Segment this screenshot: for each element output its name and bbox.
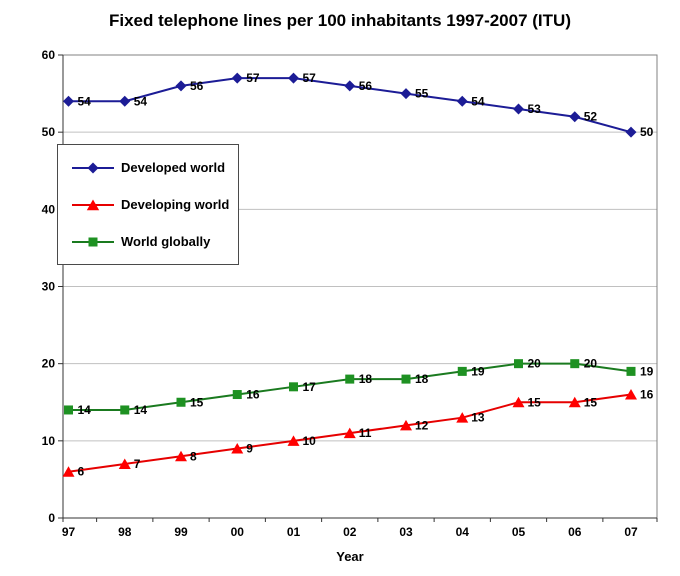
data-point-marker bbox=[514, 359, 523, 369]
x-tick-label: 06 bbox=[568, 525, 582, 539]
x-tick-label: 05 bbox=[512, 525, 526, 539]
y-tick-label: 50 bbox=[42, 125, 56, 139]
data-point-marker bbox=[62, 466, 75, 477]
legend-label: World globally bbox=[121, 234, 211, 249]
data-point-label: 19 bbox=[471, 364, 485, 378]
data-point-label: 10 bbox=[303, 434, 317, 448]
data-point-marker bbox=[344, 80, 356, 92]
data-point-label: 17 bbox=[303, 380, 317, 394]
legend-label: Developing world bbox=[121, 197, 230, 212]
data-point-label: 54 bbox=[471, 94, 485, 108]
x-tick-label: 04 bbox=[456, 525, 470, 539]
data-point-label: 9 bbox=[246, 442, 253, 456]
y-tick-label: 40 bbox=[42, 202, 56, 216]
data-point-label: 8 bbox=[190, 449, 197, 463]
legend-marker-triangle-icon bbox=[72, 199, 114, 210]
data-point-label: 20 bbox=[528, 357, 542, 371]
data-point-marker bbox=[569, 111, 581, 123]
data-point-marker bbox=[118, 458, 131, 469]
data-point-marker bbox=[231, 72, 243, 84]
data-point-label: 50 bbox=[640, 125, 654, 139]
data-point-marker bbox=[513, 103, 524, 115]
legend-marker-square-icon bbox=[72, 237, 114, 246]
data-point-label: 20 bbox=[584, 357, 598, 371]
chart-title: Fixed telephone lines per 100 inhabitant… bbox=[109, 11, 571, 30]
legend-marker-diamond-icon bbox=[72, 162, 114, 173]
data-point-label: 14 bbox=[78, 403, 92, 417]
x-tick-label: 97 bbox=[62, 525, 76, 539]
data-point-label: 18 bbox=[359, 372, 373, 386]
y-tick-label: 10 bbox=[42, 434, 56, 448]
data-point-label: 13 bbox=[471, 411, 485, 425]
data-point-label: 56 bbox=[359, 79, 373, 93]
data-point-marker bbox=[287, 435, 300, 446]
data-point-label: 56 bbox=[190, 79, 204, 93]
legend-label: Developed world bbox=[121, 160, 226, 175]
data-point-marker bbox=[512, 396, 525, 408]
data-point-label: 6 bbox=[78, 465, 85, 479]
x-tick-label: 07 bbox=[624, 525, 638, 539]
data-point-label: 15 bbox=[584, 395, 598, 409]
data-point-label: 15 bbox=[528, 395, 542, 409]
data-point-marker bbox=[343, 427, 356, 439]
data-point-marker bbox=[456, 412, 469, 423]
data-point-label: 14 bbox=[134, 403, 148, 417]
data-point-marker bbox=[119, 95, 131, 107]
data-point-label: 12 bbox=[415, 418, 429, 432]
y-tick-label: 60 bbox=[42, 48, 56, 62]
x-tick-label: 98 bbox=[118, 525, 132, 539]
data-point-label: 54 bbox=[78, 94, 92, 108]
data-point-label: 7 bbox=[134, 457, 141, 471]
data-point-marker bbox=[626, 366, 636, 376]
data-point-marker bbox=[400, 419, 412, 431]
data-point-marker bbox=[570, 359, 580, 369]
legend-item-developing-world: Developing world bbox=[71, 197, 238, 212]
data-point-marker bbox=[120, 405, 130, 415]
data-point-label: 57 bbox=[246, 71, 260, 85]
data-point-marker bbox=[64, 405, 73, 415]
data-point-marker bbox=[175, 80, 187, 92]
data-point-marker bbox=[232, 390, 242, 400]
data-point-label: 18 bbox=[415, 372, 429, 386]
data-point-marker bbox=[456, 95, 468, 107]
data-point-marker bbox=[568, 396, 581, 408]
data-point-label: 11 bbox=[359, 426, 372, 440]
data-point-label: 54 bbox=[134, 94, 148, 108]
x-axis-title: Year bbox=[336, 549, 364, 564]
data-point-label: 16 bbox=[640, 388, 654, 402]
data-point-marker bbox=[400, 88, 412, 100]
y-tick-label: 0 bbox=[48, 511, 55, 525]
data-point-marker bbox=[288, 72, 299, 84]
data-point-marker bbox=[63, 95, 74, 107]
data-point-marker bbox=[231, 443, 244, 454]
y-tick-label: 20 bbox=[42, 357, 56, 371]
data-point-label: 15 bbox=[190, 395, 204, 409]
data-point-label: 16 bbox=[246, 388, 260, 402]
data-point-marker bbox=[175, 450, 187, 462]
y-tick-label: 30 bbox=[42, 280, 56, 294]
data-point-label: 19 bbox=[640, 364, 654, 378]
x-tick-label: 03 bbox=[399, 525, 413, 539]
x-tick-label: 00 bbox=[231, 525, 245, 539]
data-point-marker bbox=[625, 126, 637, 138]
data-point-marker bbox=[176, 397, 186, 407]
data-point-label: 53 bbox=[528, 102, 542, 116]
legend-item-developed-world: Developed world bbox=[71, 160, 238, 175]
legend-item-world-globally: World globally bbox=[71, 234, 238, 249]
x-tick-label: 99 bbox=[174, 525, 188, 539]
data-point-marker bbox=[401, 374, 411, 384]
data-point-marker bbox=[625, 389, 637, 400]
data-point-marker bbox=[289, 382, 298, 392]
x-tick-label: 02 bbox=[343, 525, 357, 539]
data-point-label: 57 bbox=[303, 71, 317, 85]
x-tick-label: 01 bbox=[287, 525, 301, 539]
data-point-label: 55 bbox=[415, 87, 429, 101]
data-point-marker bbox=[457, 366, 467, 376]
data-point-label: 52 bbox=[584, 110, 598, 124]
legend: Developed world Developing world World g… bbox=[57, 144, 239, 265]
data-point-marker bbox=[345, 374, 355, 384]
